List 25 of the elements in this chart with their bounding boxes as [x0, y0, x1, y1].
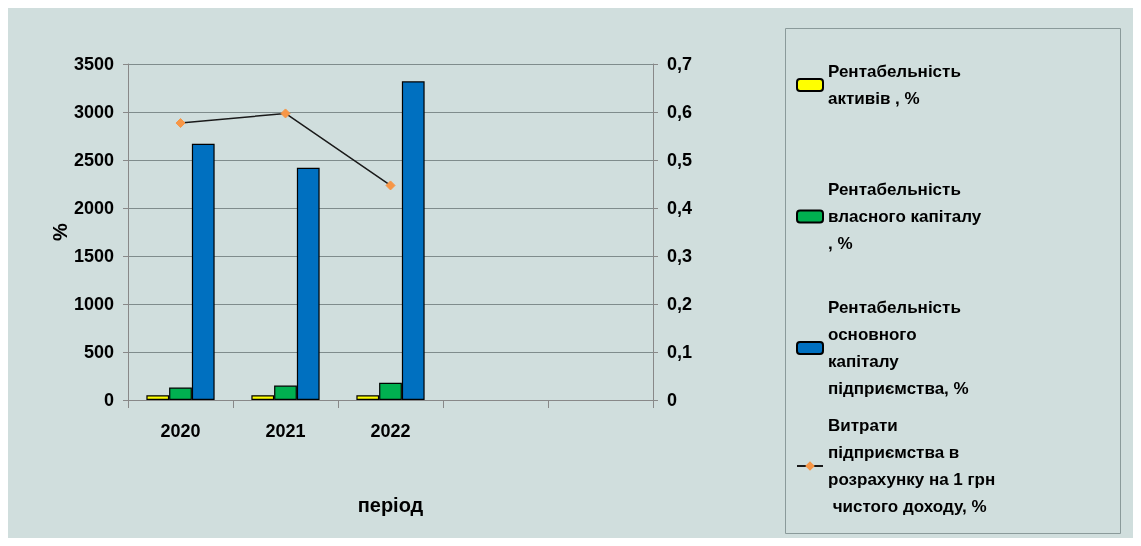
y2-tick-label: 0 [667, 390, 678, 410]
y2-tick-label: 0,6 [667, 102, 693, 122]
y2-tick-label: 0,1 [667, 342, 693, 362]
x-tick-label: 2020 [160, 421, 201, 441]
y2-tick-label: 0,2 [667, 294, 693, 314]
y2-tick-label: 0,4 [667, 198, 693, 218]
x-tick-label: 2022 [370, 421, 411, 441]
x-tick-label: 2021 [265, 421, 306, 441]
y-tick-label: 1000 [73, 294, 114, 314]
y-axis-title: % [49, 222, 72, 241]
y-tick-label: 1500 [73, 246, 114, 266]
legend-label: Рентабельність активів , % [828, 62, 966, 108]
y-tick-label: 2500 [73, 150, 114, 170]
y-tick-label: 3500 [73, 54, 114, 74]
y2-tick-label: 0,3 [667, 246, 693, 266]
legend-label: Рентабельність основного капіталу підприємства, % [828, 298, 969, 398]
y-tick-label: 0 [103, 390, 114, 410]
legend-label: Витрати підприємства в розрахунку на 1 грн чистого доходу, % [828, 416, 996, 516]
y2-tick-label: 0,7 [667, 54, 693, 74]
legend-label: Рентабельність власного капіталу, % [828, 180, 982, 253]
y-tick-label: 3000 [73, 102, 114, 122]
y-tick-label: 500 [83, 342, 114, 362]
y2-tick-label: 0,5 [667, 150, 693, 170]
x-axis-title: період [357, 494, 424, 516]
y-tick-label: 2000 [73, 198, 114, 218]
